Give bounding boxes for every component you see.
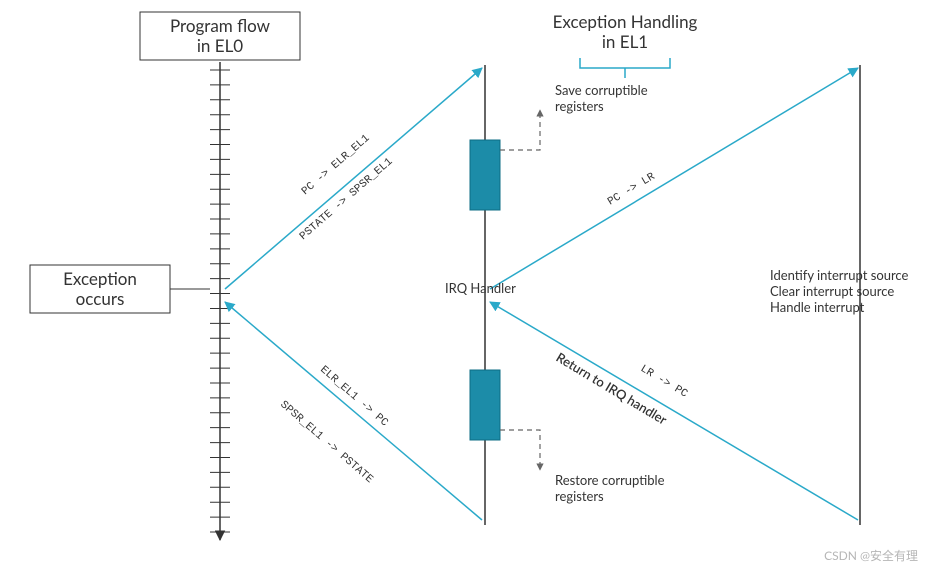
arrow-lr-pc [490,302,858,520]
arrow-pc-elr [225,68,482,289]
diagram-canvas: Program flow in EL0 Exception Handling i… [0,0,927,568]
label-elr-pc: ELR_EL1 -> PC [317,364,390,430]
label-pc-lr: PC -> LR [606,171,658,209]
exception-handling-title-2: in EL1 [602,31,648,52]
label-lr-pc: LR -> PC [638,363,690,401]
arrow-spsr-pstate [225,302,482,520]
exception-occurs-1: Exception [63,268,137,289]
upper-stage-block [470,140,500,210]
label-return-irq: Return to IRQ handler [553,349,670,428]
right-text-3: Handle interrupt [770,299,865,315]
exception-occurs-2: occurs [76,288,125,309]
save-regs-arrow [500,110,540,150]
lower-stage-block [470,370,500,440]
right-text-2: Clear interrupt source [770,283,894,299]
restore-regs-arrow [500,430,540,470]
label-save-regs-2: registers [555,98,604,114]
exception-occurs-box: Exception occurs [30,265,170,313]
exception-handling-heading: Exception Handling in EL1 [553,11,698,78]
exception-handling-title-1: Exception Handling [553,11,698,32]
label-spsr-pstate: SPSR_EL1 -> PSTATE [277,399,375,486]
arrow-pc-lr [490,68,858,289]
right-text-1: Identify interrupt source [770,267,909,283]
watermark: CSDN @安全有理 [824,548,918,563]
program-flow-title-1: Program flow [170,15,271,36]
label-save-regs-1: Save corruptible [555,82,648,98]
label-restore-regs-2: registers [555,488,604,504]
label-pstate-spsr: PSTATE -> SPSR_EL1 [298,156,396,243]
program-flow-box: Program flow in EL0 [140,12,300,60]
program-flow-title-2: in EL0 [197,35,243,56]
label-irq-handler: IRQ Handler [445,280,516,296]
label-restore-regs-1: Restore corruptible [555,472,665,488]
left-axis [210,62,230,540]
